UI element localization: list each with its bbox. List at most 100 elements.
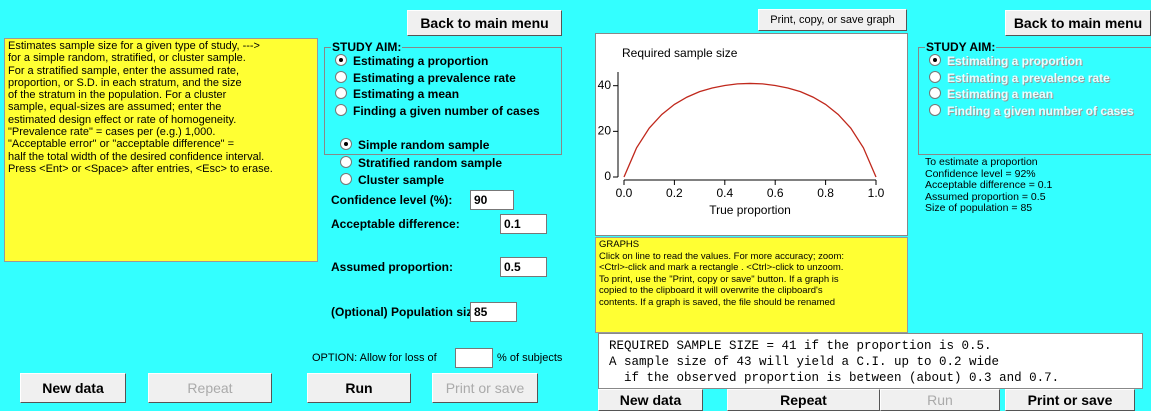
field-label: Acceptable difference: bbox=[331, 217, 460, 231]
text-line: Acceptable difference = 0.1 bbox=[925, 179, 1053, 191]
text-line: To estimate a proportion bbox=[925, 156, 1038, 168]
radio-option[interactable]: Stratified random sample bbox=[340, 155, 503, 170]
radio-label: Finding a given number of cases bbox=[947, 103, 1134, 118]
button[interactable]: New data bbox=[598, 389, 703, 411]
button[interactable]: Print or save bbox=[432, 373, 538, 403]
text-line: GRAPHS bbox=[599, 239, 640, 250]
sample-type-group: Simple random sample Stratified random sa… bbox=[330, 138, 560, 188]
radio-option[interactable]: Estimating a mean bbox=[335, 87, 459, 101]
radio-option[interactable]: Cluster sample bbox=[340, 173, 444, 187]
radio-label: Cluster sample bbox=[358, 173, 445, 187]
text-line: To print, use the "Print, copy or save" … bbox=[599, 273, 839, 285]
text-line: <Ctrl>-click and mark a rectangle . <Ctr… bbox=[599, 262, 844, 273]
x-tick-label: 0.6 bbox=[767, 186, 784, 200]
x-tick-label: 0.8 bbox=[817, 186, 834, 200]
text-line: contents. If a graph is saved, the file … bbox=[599, 296, 836, 308]
text-line: sample, equal-sizes are assumed; enter t… bbox=[8, 101, 222, 114]
graph-title: Required sample size bbox=[622, 46, 738, 60]
group-title: STUDY AIM: bbox=[925, 40, 997, 54]
x-tick-label: 1.0 bbox=[868, 186, 885, 200]
radio-button bbox=[929, 54, 941, 66]
graphs-help: GRAPHS Click on line to read the values. … bbox=[595, 237, 908, 333]
radio-button[interactable] bbox=[340, 138, 352, 150]
output-box: REQUIRED SAMPLE SIZE = 41 if the proport… bbox=[598, 333, 1143, 389]
radio-label: Estimating a mean bbox=[353, 87, 460, 101]
help-box: Estimates sample size for a given type o… bbox=[4, 38, 318, 262]
field-input[interactable]: 85 bbox=[470, 302, 517, 322]
text-line: For a stratified sample, enter the assum… bbox=[8, 64, 240, 77]
radio-button bbox=[929, 103, 941, 116]
radio-option: Estimating a proportion bbox=[929, 54, 1082, 68]
field-input[interactable]: 0.1 bbox=[500, 214, 547, 234]
field-input[interactable]: 0.5 bbox=[500, 257, 547, 277]
field-label: (Optional) Population size: bbox=[331, 305, 483, 319]
field-label: Assumed proportion: bbox=[331, 260, 453, 274]
text-line: for a simple random, stratified, or clus… bbox=[8, 52, 246, 65]
button[interactable]: New data bbox=[20, 373, 126, 403]
radio-button[interactable] bbox=[335, 54, 347, 66]
button[interactable]: Run bbox=[880, 389, 1000, 411]
text-line: estimated design effect or rate of homog… bbox=[8, 113, 237, 126]
radio-button bbox=[929, 70, 941, 83]
radio-button[interactable] bbox=[340, 155, 352, 168]
y-tick-label: 40 bbox=[598, 78, 612, 92]
print-graph-button[interactable]: Print, copy, or save graph bbox=[758, 9, 907, 31]
radio-label: Estimating a prevalence rate bbox=[947, 70, 1110, 85]
text-line: Click on line to read the values. For mo… bbox=[599, 250, 844, 262]
text-line: copied to the clipboard it will overwrit… bbox=[599, 285, 823, 296]
text-line: if the observed proportion is between (a… bbox=[609, 371, 1060, 385]
radio-option[interactable]: Estimating a proportion bbox=[335, 54, 488, 68]
radio-label: Estimating a proportion bbox=[947, 54, 1083, 68]
radio-button[interactable] bbox=[335, 103, 347, 116]
button[interactable]: Print or save bbox=[1005, 389, 1135, 411]
x-tick-label: 0.2 bbox=[666, 186, 683, 200]
button[interactable]: Repeat bbox=[727, 389, 880, 411]
loss-input[interactable] bbox=[455, 348, 493, 368]
button[interactable]: Run bbox=[307, 373, 411, 403]
back-button[interactable]: Back to main menu bbox=[1005, 10, 1151, 36]
radio-option[interactable]: Finding a given number of cases bbox=[335, 103, 540, 118]
back-button[interactable]: Back to main menu bbox=[407, 10, 562, 36]
field-input[interactable]: 90 bbox=[470, 190, 514, 210]
study-aim-group: STUDY AIM: Estimating a proportion Estimat… bbox=[324, 40, 562, 155]
y-tick-label: 0 bbox=[604, 169, 611, 183]
text-line: Assumed proportion = 0.5 bbox=[925, 190, 1046, 203]
text-line: "Prevalence rate" = cases per (e.g.) 1,0… bbox=[8, 126, 216, 139]
radio-label: Stratified random sample bbox=[358, 155, 503, 170]
x-axis-label: True proportion bbox=[709, 203, 791, 217]
x-tick-label: 0.0 bbox=[616, 186, 633, 200]
text-line: "Acceptable error" or "acceptable differ… bbox=[8, 138, 235, 151]
text-line: Size of population = 85 bbox=[925, 202, 1033, 214]
radio-label: Estimating a prevalence rate bbox=[353, 70, 516, 85]
radio-label: Estimating a mean bbox=[947, 87, 1054, 101]
text-line: REQUIRED SAMPLE SIZE = 41 if the proport… bbox=[609, 339, 992, 353]
radio-option[interactable]: Simple random sample bbox=[340, 138, 489, 152]
text-line: of the stratum in the population. For a … bbox=[8, 89, 227, 102]
button[interactable]: Repeat bbox=[148, 373, 272, 403]
text-line: Confidence level = 92% bbox=[925, 167, 1036, 180]
group-title: STUDY AIM: bbox=[331, 40, 403, 54]
x-tick-label: 0.4 bbox=[716, 186, 733, 200]
text-line: proportion, or S.D. in each stratum, and… bbox=[8, 76, 242, 89]
text-line: Estimates sample size for a given type o… bbox=[8, 40, 260, 52]
radio-label: Simple random sample bbox=[358, 138, 490, 152]
radio-label: Estimating a proportion bbox=[353, 54, 489, 68]
field-label: Confidence level (%): bbox=[331, 193, 453, 207]
option-text: % of subjects bbox=[497, 352, 563, 364]
study-aim-group: STUDY AIM: Estimating a proportion Estimat… bbox=[918, 40, 1151, 155]
text-line: half the total width of the desired conf… bbox=[8, 150, 265, 163]
radio-option: Finding a given number of cases bbox=[929, 103, 1134, 118]
text-line: Press <Ent> or <Space> after entries, <E… bbox=[8, 162, 273, 175]
summary: To estimate a proportion Confidence level… bbox=[925, 156, 1053, 215]
text-line: A sample size of 43 will yield a C.I. up… bbox=[609, 355, 1000, 369]
option-text: OPTION: Allow for loss of bbox=[312, 352, 437, 364]
radio-button[interactable] bbox=[340, 173, 352, 185]
radio-option: Estimating a mean bbox=[929, 87, 1053, 101]
radio-option[interactable]: Estimating a prevalence rate bbox=[335, 70, 516, 85]
y-tick-label: 20 bbox=[598, 124, 612, 138]
curve bbox=[623, 82, 877, 178]
graph[interactable]: Required sample size True proportion 0 20 40… bbox=[595, 33, 908, 236]
radio-button[interactable] bbox=[335, 87, 347, 99]
radio-button[interactable] bbox=[335, 70, 347, 83]
radio-option: Estimating a prevalence rate bbox=[929, 70, 1110, 85]
